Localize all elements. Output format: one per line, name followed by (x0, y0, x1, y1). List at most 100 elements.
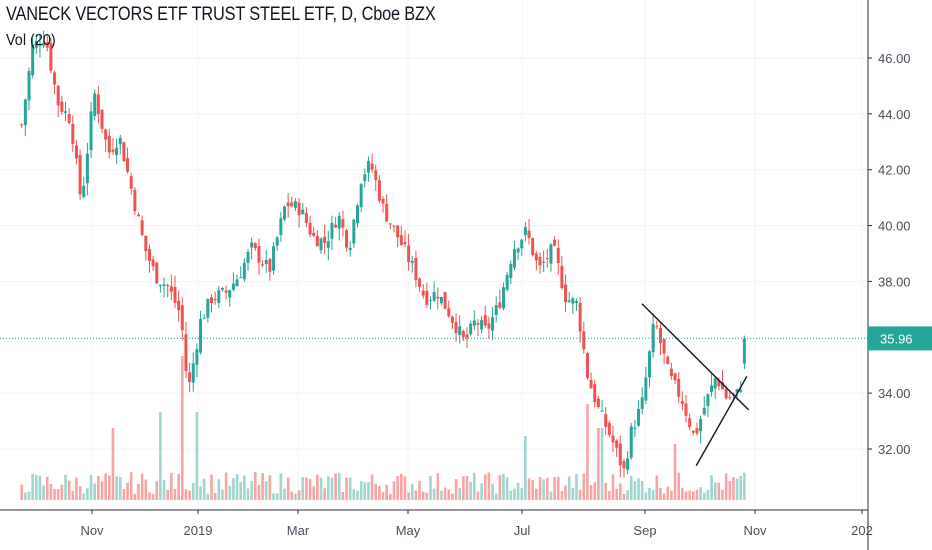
volume-bar (100, 481, 104, 500)
candle-body (520, 239, 524, 249)
candle-body (571, 298, 575, 304)
volume-bar (213, 492, 217, 500)
candle-body (702, 407, 706, 415)
candle-body (735, 389, 739, 393)
candle-body (169, 286, 173, 292)
volume-bar (651, 490, 655, 500)
candle-body (396, 225, 400, 238)
volume-bar (440, 490, 443, 500)
volume-bar (520, 488, 524, 500)
candle-body (297, 202, 301, 216)
candle-body (345, 230, 349, 248)
volume-bar (743, 472, 746, 500)
candle-body (137, 214, 140, 217)
volume-bar (717, 482, 721, 500)
volume-bar (659, 487, 662, 500)
volume-bar (177, 474, 180, 500)
volume-bar (316, 474, 319, 500)
volume-bar (235, 474, 239, 500)
volume-bar (381, 492, 385, 500)
candle-body (461, 331, 465, 338)
candle-body (611, 435, 615, 443)
candle-body (337, 215, 341, 229)
volume-bar (425, 492, 429, 500)
volume-bar (111, 428, 115, 500)
candle-body (213, 299, 217, 301)
volume-bar (283, 488, 286, 500)
volume-bar (706, 489, 710, 500)
candle-body (644, 377, 648, 401)
candle-body (348, 247, 352, 251)
y-tick-label: 34.00 (878, 386, 911, 401)
candle-body (366, 161, 370, 173)
x-tick-label: Jul (514, 523, 531, 538)
volume-bar (655, 475, 659, 500)
volume-bar (410, 483, 414, 500)
y-tick-label: 32.00 (878, 442, 911, 457)
volume-bar (60, 484, 64, 500)
candle-body (140, 220, 144, 235)
candle-body (195, 349, 199, 365)
candle-body (553, 239, 557, 246)
volume-bar (666, 486, 670, 500)
volume-bar (567, 476, 571, 500)
candle-body (104, 129, 108, 140)
candle-body (326, 241, 330, 248)
candle-body (60, 101, 64, 112)
volume-bar (272, 493, 275, 500)
candle-body (34, 40, 38, 48)
volume-bar (728, 481, 732, 500)
volume-bar (67, 480, 71, 500)
volume-bar (553, 476, 556, 500)
candle-body (268, 259, 272, 272)
volume-bar (294, 493, 297, 500)
volume-bar (118, 477, 122, 500)
candle-body (129, 176, 133, 189)
volume-bar (527, 478, 531, 500)
candle-body (450, 316, 454, 323)
volume-bar (199, 486, 202, 500)
volume-bar (564, 485, 567, 500)
candle-body (253, 243, 257, 249)
volume-bar (129, 472, 133, 500)
volume-bar (170, 472, 173, 500)
volume-bar (345, 477, 348, 500)
volume-bar (133, 493, 137, 500)
x-tick-label: Nov (743, 523, 767, 538)
y-tick-label: 42.00 (878, 163, 911, 178)
volume-bar (735, 478, 739, 500)
candle-body (538, 256, 542, 266)
candle-body (545, 258, 549, 260)
volume-bar (312, 486, 315, 500)
candle-body (147, 248, 151, 261)
candle-body (585, 353, 589, 378)
volume-bar (210, 474, 213, 500)
candle-body (38, 45, 42, 47)
volume-bar (348, 477, 352, 500)
volume-bar (535, 488, 538, 500)
volume-bar (71, 490, 75, 500)
volume-bar (487, 472, 491, 500)
candle-body (593, 384, 597, 403)
candle-body (27, 71, 31, 101)
volume-bar (137, 483, 140, 500)
candle-body (330, 222, 334, 239)
volume-bar (662, 493, 666, 500)
volume-bar (148, 492, 151, 500)
candle-body (246, 251, 250, 263)
volume-bar (385, 484, 388, 500)
candle-body (89, 111, 93, 150)
last-price-label: 35.96 (880, 331, 913, 346)
candle-body (560, 265, 564, 288)
volume-bar (473, 472, 476, 500)
candle-body (202, 317, 206, 319)
y-tick-label: 38.00 (878, 274, 911, 289)
trendline (641, 303, 750, 411)
candle-body (443, 292, 447, 309)
candle-body (74, 145, 78, 159)
last-price-badge (868, 326, 932, 351)
volume-bar (392, 481, 396, 500)
volume-bar (403, 476, 407, 500)
candle-body (275, 237, 279, 246)
